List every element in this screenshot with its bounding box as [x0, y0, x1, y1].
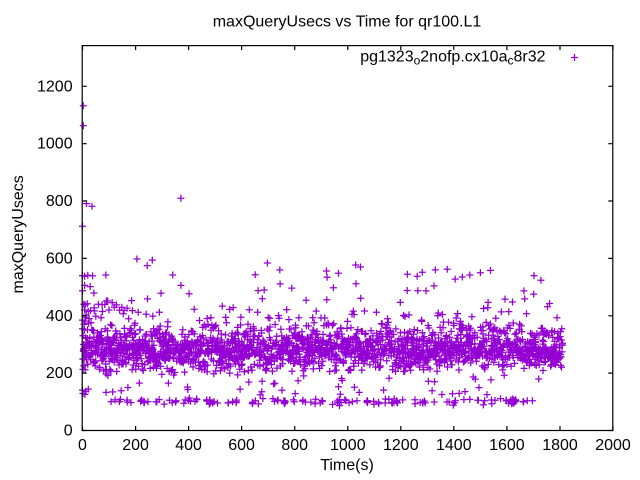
- svg-text:1600: 1600: [489, 437, 525, 454]
- svg-text:1000: 1000: [37, 136, 73, 153]
- svg-text:200: 200: [46, 365, 73, 382]
- svg-text:1400: 1400: [436, 437, 472, 454]
- svg-text:1200: 1200: [37, 78, 73, 95]
- svg-text:200: 200: [122, 437, 149, 454]
- svg-text:800: 800: [46, 193, 73, 210]
- svg-text:800: 800: [281, 437, 308, 454]
- svg-text:maxQueryUsecs vs Time for qr10: maxQueryUsecs vs Time for qr100.L1: [213, 14, 482, 31]
- svg-text:600: 600: [228, 437, 255, 454]
- svg-text:0: 0: [78, 437, 87, 454]
- svg-text:maxQueryUsecs: maxQueryUsecs: [10, 175, 27, 293]
- svg-text:600: 600: [46, 250, 73, 267]
- svg-text:1800: 1800: [542, 437, 578, 454]
- svg-text:Time(s): Time(s): [320, 457, 374, 474]
- svg-text:1200: 1200: [383, 437, 419, 454]
- svg-text:1000: 1000: [330, 437, 366, 454]
- svg-text:400: 400: [46, 308, 73, 325]
- svg-text:0: 0: [64, 423, 73, 440]
- svg-text:400: 400: [175, 437, 202, 454]
- svg-text:pg1323o2nofp.cx10ac8r32: pg1323o2nofp.cx10ac8r32: [360, 48, 545, 67]
- svg-text:2000: 2000: [595, 437, 631, 454]
